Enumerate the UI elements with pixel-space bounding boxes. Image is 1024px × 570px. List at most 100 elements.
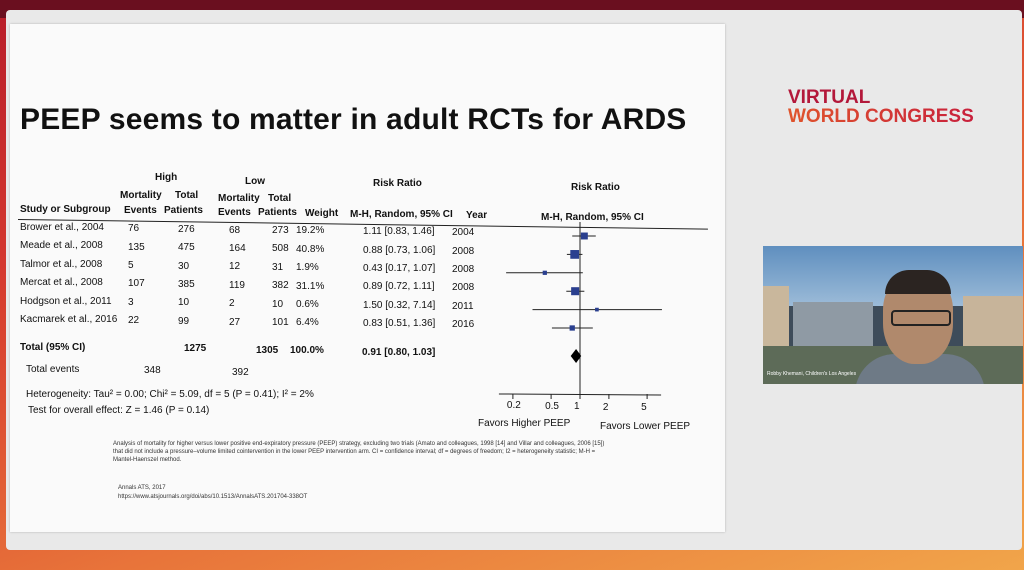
favors-higher-label: Favors Higher PEEP	[478, 418, 571, 429]
axis-tick-label: 0.5	[545, 400, 559, 412]
low-events: 12	[229, 261, 241, 273]
high-events: 107	[128, 278, 145, 290]
low-events: 68	[229, 224, 241, 236]
high-total: 99	[178, 315, 190, 327]
total-high-patients: 1275	[184, 343, 207, 354]
source-journal: Annals ATS, 2017	[118, 485, 166, 491]
axis-tick-label: 0.2	[506, 400, 521, 411]
high-total: 10	[178, 297, 190, 309]
low-total: 508	[272, 243, 289, 255]
year: 2004	[452, 227, 475, 239]
total-ci: 0.91 [0.80, 1.03]	[362, 347, 436, 358]
total-events-label: Total events	[26, 364, 80, 375]
high-events: 3	[128, 296, 134, 308]
study-name: Talmor et al., 2008	[20, 258, 103, 270]
weight: 6.4%	[296, 317, 319, 329]
low-events: 164	[229, 242, 246, 254]
total-events-low: 392	[232, 367, 249, 378]
risk-ratio-ci: 0.43 [0.17, 1.07]	[363, 262, 436, 274]
speaker-video[interactable]: Robby Khemani, Children's Los Angeles	[763, 246, 1023, 384]
study-name: Kacmarek et al., 2016	[20, 314, 118, 325]
year: 2008	[452, 245, 475, 257]
high-total: 30	[178, 260, 190, 272]
high-events: 135	[128, 241, 145, 253]
header-weight: Weight	[305, 208, 339, 219]
plot-header-risk-ratio: Risk Ratio	[571, 182, 620, 193]
video-caption: Robby Khemani, Children's Los Angeles	[767, 371, 857, 377]
header-risk-ratio: Risk Ratio	[373, 178, 422, 189]
low-events: 2	[229, 298, 235, 310]
low-events: 119	[229, 279, 245, 291]
header-patients-low: Patients	[258, 207, 297, 218]
header-events-low: Events	[218, 207, 251, 218]
speaker-glasses	[891, 310, 951, 326]
risk-ratio-ci: 0.89 [0.72, 1.11]	[363, 281, 435, 293]
speaker-hair	[885, 270, 951, 294]
header-total-high: Total	[175, 190, 199, 201]
low-total: 382	[272, 280, 289, 292]
header-events-high: Events	[124, 205, 157, 216]
header-high: High	[155, 172, 178, 183]
year: 2016	[452, 319, 475, 331]
pooled-diamond	[570, 349, 582, 363]
study-name: Meade et al., 2008	[20, 240, 103, 252]
study-square	[542, 270, 547, 275]
year: 2011	[452, 300, 474, 312]
header-mortality-low: Mortality	[218, 193, 260, 204]
logo-line-1: VIRTUAL	[788, 87, 871, 108]
study-name: Brower et al., 2004	[20, 222, 104, 233]
high-total: 385	[178, 279, 195, 291]
weight: 40.8%	[296, 243, 325, 255]
congress-logo: VIRTUAL WORLD CONGRESS	[788, 88, 974, 126]
header-study: Study or Subgroup	[20, 204, 111, 215]
weight: 0.6%	[296, 298, 319, 310]
total-events-high: 348	[144, 365, 161, 376]
axis-tick-label: 2	[602, 401, 609, 413]
header-mortality-high: Mortality	[120, 190, 162, 201]
slide-panel	[10, 24, 725, 532]
year: 2008	[452, 263, 475, 275]
study-square	[580, 232, 588, 240]
header-patients-high: Patients	[164, 205, 203, 216]
header-total-low: Total	[268, 193, 292, 204]
low-total: 31	[272, 261, 284, 273]
low-total: 10	[272, 298, 284, 310]
heterogeneity-text: Heterogeneity: Tau² = 0.00; Chi² = 5.09,…	[26, 389, 314, 400]
low-events: 27	[229, 316, 241, 328]
overall-effect-text: Test for overall effect: Z = 1.46 (P = 0…	[28, 405, 210, 416]
year: 2008	[452, 282, 475, 294]
low-total: 273	[272, 225, 289, 237]
header-method: M-H, Random, 95% CI	[350, 209, 453, 220]
risk-ratio-ci: 1.11 [0.83, 1.46]	[363, 226, 435, 238]
risk-ratio-ci: 1.50 [0.32, 7.14]	[363, 299, 436, 311]
low-total: 101	[272, 317, 289, 329]
total-label: Total (95% CI)	[20, 342, 86, 353]
high-events: 22	[128, 315, 140, 327]
study-name: Mercat et al., 2008	[20, 277, 103, 289]
logo-line-2: WORLD CONGRESS	[788, 106, 974, 127]
high-total: 276	[178, 223, 195, 235]
axis-tick-label: 1	[574, 401, 580, 413]
risk-ratio-ci: 0.88 [0.73, 1.06]	[363, 244, 436, 256]
study-square	[569, 325, 575, 331]
study-name: Hodgson et al., 2011	[20, 295, 112, 307]
high-total: 475	[178, 242, 195, 254]
high-events: 76	[128, 223, 140, 235]
header-low: Low	[245, 176, 265, 187]
total-low-patients: 1305	[256, 345, 279, 356]
source-url: https://www.atsjournals.org/doi/abs/10.1…	[118, 494, 308, 500]
weight: 31.1%	[296, 280, 325, 292]
footnote: Analysis of mortality for higher versus …	[113, 441, 605, 463]
plot-header-method: M-H, Random, 95% CI	[541, 212, 644, 223]
study-square	[595, 307, 599, 312]
slide-title: PEEP seems to matter in adult RCTs for A…	[20, 103, 687, 136]
risk-ratio-ci: 0.83 [0.51, 1.36]	[363, 318, 436, 330]
high-events: 5	[128, 260, 134, 272]
weight: 19.2%	[296, 225, 325, 237]
favors-lower-label: Favors Lower PEEP	[600, 421, 691, 432]
study-square	[571, 287, 580, 296]
header-year: Year	[466, 210, 488, 221]
study-square	[570, 250, 580, 259]
weight: 1.9%	[296, 262, 319, 274]
